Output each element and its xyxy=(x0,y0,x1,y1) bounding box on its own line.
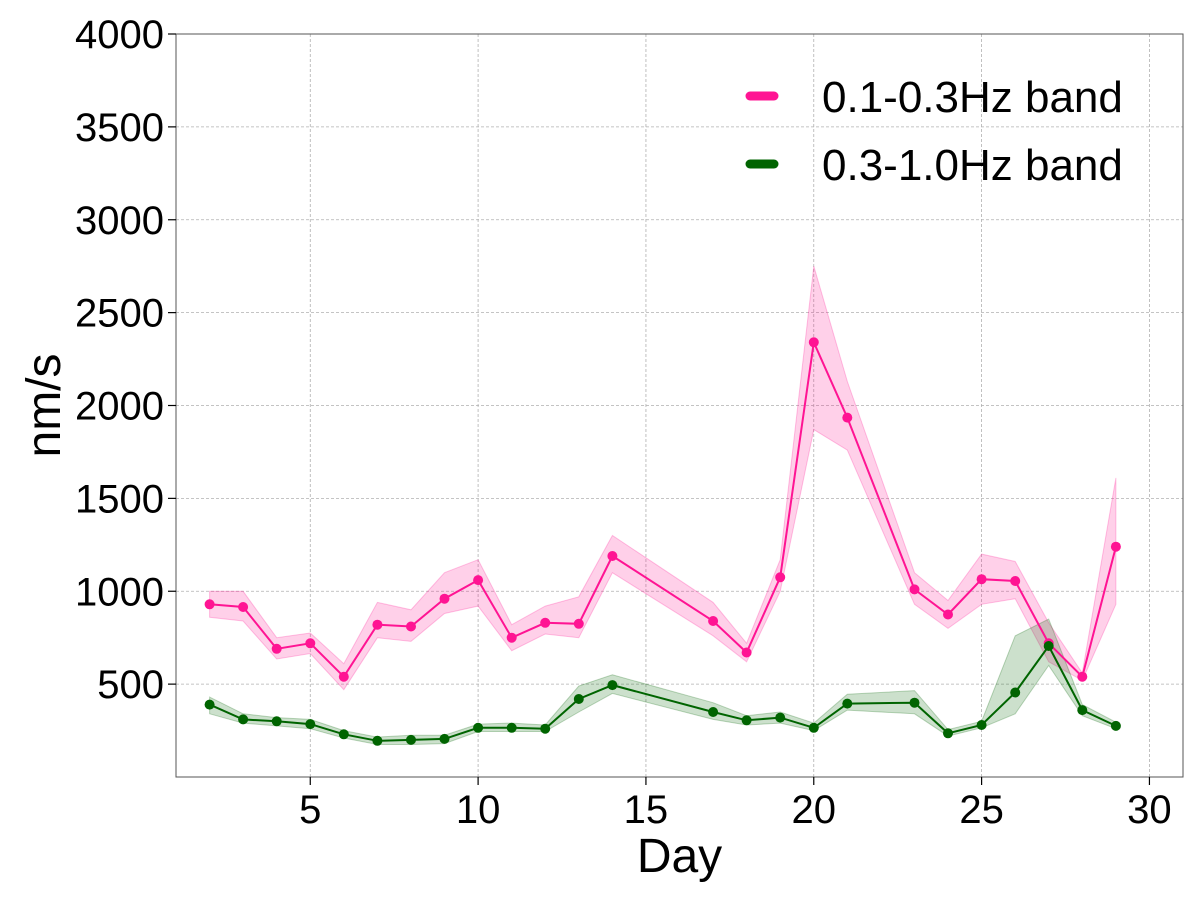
data-point-series-1 xyxy=(238,602,249,612)
x-tick-label: 20 xyxy=(792,788,837,832)
data-point-series-2 xyxy=(1043,641,1054,651)
x-tick-label: 10 xyxy=(456,788,501,832)
y-tick-label: 1500 xyxy=(75,477,164,521)
data-point-series-2 xyxy=(439,733,450,744)
data-point-series-2 xyxy=(909,697,920,708)
y-tick-label: 4000 xyxy=(75,13,164,57)
x-tick-label: 5 xyxy=(299,788,321,832)
data-point-series-2 xyxy=(540,723,551,734)
data-point-series-2 xyxy=(406,734,416,745)
data-point-series-2 xyxy=(775,712,786,723)
series-points xyxy=(204,337,1121,746)
data-point-series-2 xyxy=(842,698,853,709)
x-tick-label: 15 xyxy=(624,788,669,832)
y-tick-label: 2000 xyxy=(75,385,164,429)
data-point-series-2 xyxy=(271,716,282,727)
legend: 0.1-0.3Hz band 0.3-1.0Hz band xyxy=(745,73,1123,190)
y-tick-label: 1000 xyxy=(75,570,164,614)
y-tick-label: 3000 xyxy=(75,199,164,243)
data-point-series-1 xyxy=(1010,576,1021,586)
data-point-series-2 xyxy=(708,707,719,717)
data-point-series-1 xyxy=(406,621,416,632)
data-point-series-1 xyxy=(741,647,752,658)
data-point-series-1 xyxy=(976,574,987,585)
data-point-series-1 xyxy=(1110,541,1121,552)
data-point-series-1 xyxy=(305,638,316,649)
y-tick-label: 2500 xyxy=(75,292,164,336)
data-point-series-2 xyxy=(976,720,987,730)
data-point-series-2 xyxy=(607,680,618,691)
data-point-series-1 xyxy=(473,575,484,586)
x-axis-label: Day xyxy=(637,830,722,883)
data-point-series-2 xyxy=(372,735,383,746)
data-point-series-1 xyxy=(1077,671,1088,682)
data-point-series-2 xyxy=(204,699,215,710)
legend-label-series-1: 0.1-0.3Hz band xyxy=(822,73,1123,122)
data-point-series-2 xyxy=(1010,687,1021,698)
data-point-series-1 xyxy=(372,619,383,630)
data-point-series-1 xyxy=(573,618,584,629)
data-point-series-1 xyxy=(775,572,786,583)
data-point-series-2 xyxy=(1110,720,1121,731)
data-point-series-1 xyxy=(943,609,953,620)
x-tick-label: 25 xyxy=(959,788,1004,832)
series-line-1 xyxy=(209,338,1117,679)
y-axis-label: nm/s xyxy=(18,353,71,457)
legend-label-series-2: 0.3-1.0Hz band xyxy=(822,141,1123,190)
data-point-series-2 xyxy=(808,722,819,733)
confidence-band-series-1 xyxy=(209,266,1117,691)
x-tick-label: 30 xyxy=(1127,788,1172,832)
data-point-series-1 xyxy=(204,599,215,610)
data-point-series-1 xyxy=(338,671,349,682)
data-point-series-1 xyxy=(271,643,282,654)
data-point-series-1 xyxy=(842,412,853,423)
data-point-series-1 xyxy=(808,337,819,348)
data-point-series-2 xyxy=(238,714,249,725)
data-point-series-1 xyxy=(439,593,450,604)
data-point-series-1 xyxy=(506,632,517,643)
data-point-series-2 xyxy=(943,728,953,739)
data-point-series-2 xyxy=(1077,705,1088,716)
data-point-series-1 xyxy=(607,551,618,561)
data-point-series-2 xyxy=(305,719,316,730)
data-point-series-2 xyxy=(573,694,584,704)
data-point-series-1 xyxy=(708,616,719,626)
y-tick-label: 3500 xyxy=(75,106,164,150)
data-point-series-1 xyxy=(909,584,920,595)
data-point-series-2 xyxy=(506,722,517,733)
data-point-series-2 xyxy=(338,729,349,740)
data-point-series-1 xyxy=(540,617,551,628)
axis-ticks: 5 10 15 20 25 30 500 1000 1500 2000 2500 3000 3500 40… xyxy=(75,13,1172,832)
y-tick-label: 500 xyxy=(97,663,164,707)
data-point-series-2 xyxy=(741,715,752,726)
data-point-series-2 xyxy=(473,722,484,733)
